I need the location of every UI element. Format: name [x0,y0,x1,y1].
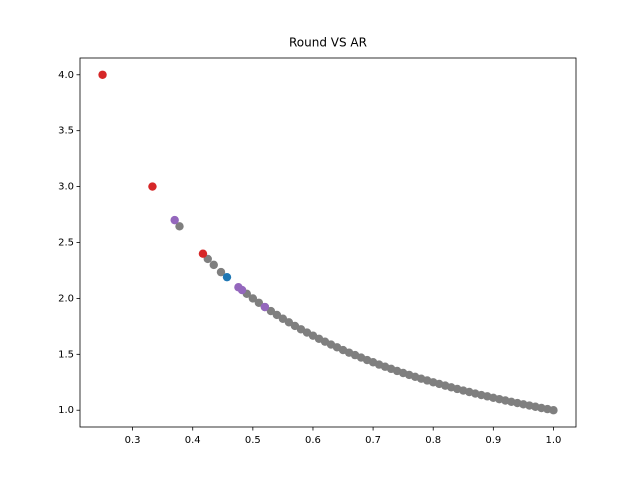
point [254,298,264,307]
x-tick-label: 0.7 [365,435,381,446]
chart-title: Round VS AR [289,36,367,50]
point [272,310,282,320]
y-tick-label: 3.5 [58,126,74,137]
y-tick-label: 1.5 [58,349,74,360]
point [237,285,247,295]
point [175,222,184,231]
point [222,272,232,282]
point [216,267,226,277]
point [248,294,258,303]
x-tick-label: 1.0 [546,435,562,446]
x-tick-label: 0.5 [245,435,261,446]
x-tick-label: 0.9 [485,435,501,446]
point [170,215,179,225]
point [209,260,218,270]
point [148,182,157,191]
point [266,306,276,316]
point [98,70,107,79]
point [198,249,208,258]
x-tick-label: 0.8 [425,435,441,446]
y-tick-label: 2.5 [58,238,74,249]
y-tick-label: 2.0 [58,293,74,304]
plot-frame [79,57,577,428]
point [549,406,558,415]
y-tick-label: 1.0 [58,405,74,416]
x-tick-label: 0.3 [125,435,141,446]
y-tick-label: 4.0 [58,70,74,81]
x-tick-label: 0.4 [185,435,201,446]
y-tick-label: 3.0 [58,182,74,193]
point [260,302,270,312]
x-tick-label: 0.6 [305,435,321,446]
